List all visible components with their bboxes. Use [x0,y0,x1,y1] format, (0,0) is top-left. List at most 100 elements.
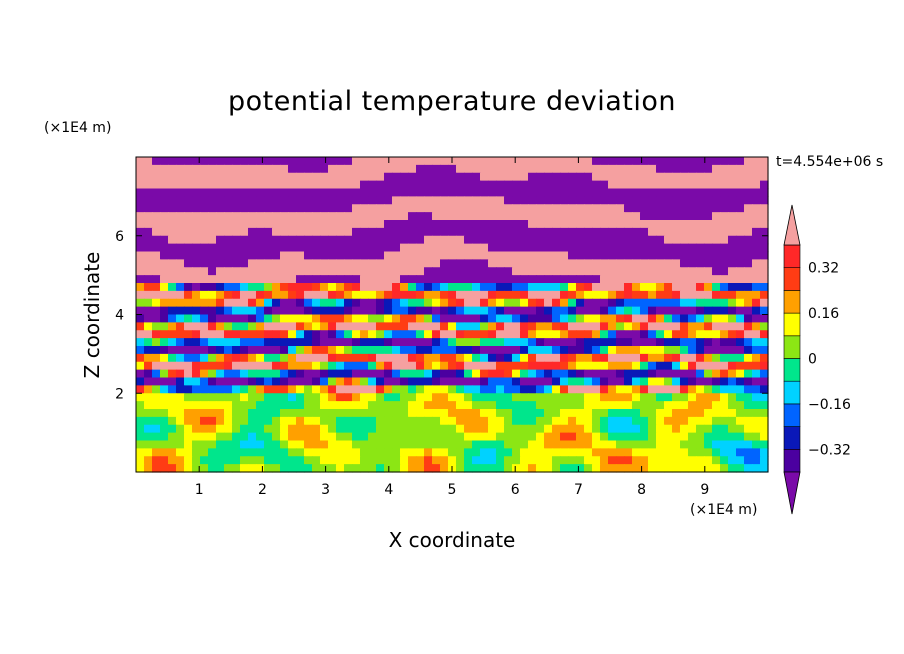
field-cell [224,275,233,284]
field-cell [200,212,209,221]
field-cell [456,377,465,386]
field-cell [312,448,321,457]
field-cell [368,440,377,449]
field-cell [664,290,673,300]
field-cell [736,196,745,205]
field-cell [168,188,177,197]
field-cell [368,243,377,253]
x-axis-label: X coordinate [388,528,516,552]
field-cell [696,416,705,426]
field-cell [680,330,689,339]
field-cell [368,267,377,276]
field-cell [472,251,481,260]
field-cell [752,290,761,300]
field-cell [504,243,513,253]
field-cell [504,157,513,166]
field-cell [680,377,689,386]
field-cell [432,188,441,197]
field-cell [360,322,369,331]
field-cell [296,283,305,292]
field-cell [248,235,257,245]
field-cell [552,235,561,245]
field-cell [144,188,153,197]
field-cell [320,416,329,426]
field-cell [632,409,641,418]
field-cell [712,180,721,190]
field-cell [640,424,649,434]
field-cell [512,361,521,371]
field-cell [224,369,233,379]
field-cell [616,424,625,434]
field-cell [688,432,697,442]
field-cell [616,243,625,253]
x-tick-label: 4 [384,482,393,498]
field-cell [752,448,761,457]
field-cell [368,346,377,355]
field-cell [512,212,521,221]
field-cell [496,416,505,426]
field-cell [480,220,489,229]
field-cell [352,298,361,308]
field-cell [672,401,681,410]
field-cell [488,227,497,237]
field-cell [544,212,553,221]
field-cell [296,267,305,276]
field-cell [408,251,417,260]
field-cell [504,259,513,268]
field-cell [600,212,609,221]
field-cell [528,196,537,205]
field-cell [592,220,601,229]
field-cell [160,235,169,245]
field-cell [272,346,281,355]
field-cell [720,267,729,276]
field-cell [680,432,689,442]
field-cell [760,409,769,418]
field-cell [304,448,313,457]
field-cell [760,283,769,292]
field-cell [384,353,393,363]
field-cell [640,448,649,457]
field-cell [640,361,649,371]
field-cell [272,196,281,205]
field-cell [528,283,537,292]
field-cell [200,306,209,316]
field-cell [664,369,673,379]
field-cell [376,361,385,371]
field-cell [264,416,273,426]
field-cell [264,314,273,323]
field-cell [752,401,761,410]
field-cell [176,243,185,253]
field-cell [624,322,633,331]
field-cell [328,393,337,402]
field-cell [376,267,385,276]
field-cell [472,330,481,339]
field-cell [592,180,601,190]
field-cell [680,212,689,221]
field-cell [704,330,713,339]
field-cell [136,409,145,418]
field-cell [624,212,633,221]
field-cell [568,456,577,465]
field-cell [360,456,369,465]
field-cell [240,322,249,331]
field-cell [512,267,521,276]
field-cell [664,409,673,418]
field-cell [680,172,689,182]
field-cell [488,283,497,292]
field-cell [504,283,513,292]
field-cell [688,180,697,190]
field-cell [168,409,177,418]
field-cell [576,235,585,245]
field-cell [624,227,633,237]
field-cell [392,275,401,284]
field-cell [600,204,609,213]
field-cell [584,464,593,473]
field-cell [496,448,505,457]
field-cell [200,283,209,292]
field-cell [688,361,697,371]
field-cell [624,220,633,229]
field-cell [144,369,153,379]
field-cell [720,322,729,331]
field-cell [680,306,689,316]
field-cell [480,424,489,434]
